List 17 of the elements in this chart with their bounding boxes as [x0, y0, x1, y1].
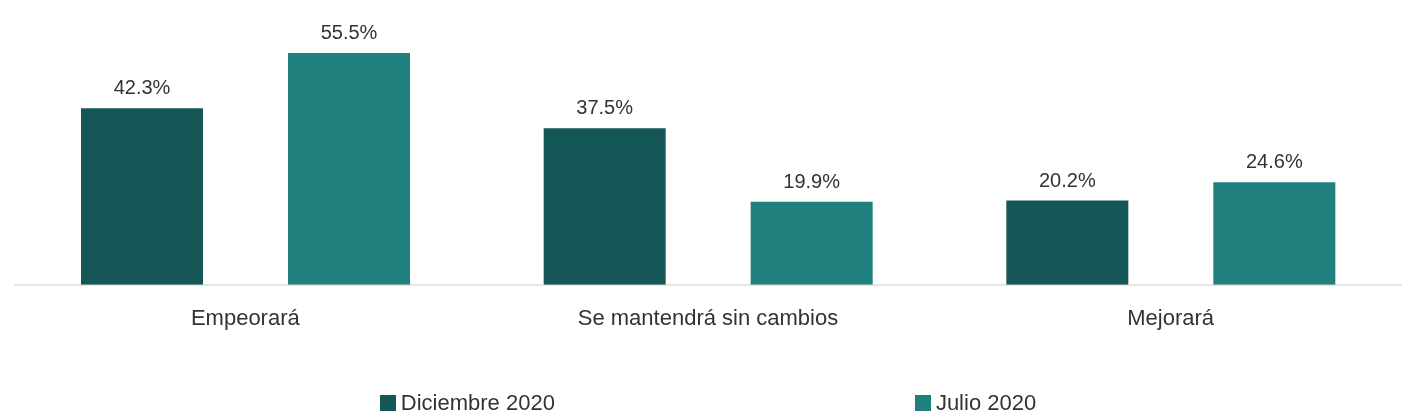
x-tick-label: Se mantendrá sin cambios [577, 304, 839, 330]
data-label: 19.9% [783, 169, 841, 192]
x-tick-label: Mejorará [1127, 304, 1215, 330]
bar [1006, 200, 1129, 285]
legend-label: Julio 2020 [935, 390, 1037, 416]
legend-label: Diciembre 2020 [400, 390, 555, 416]
bar [1213, 182, 1336, 285]
data-label: 42.3% [113, 76, 171, 99]
data-label: 24.6% [1245, 150, 1303, 173]
bar [81, 108, 203, 285]
bar [750, 201, 873, 285]
data-label: 20.2% [1038, 168, 1096, 191]
data-label: 55.5% [320, 21, 378, 43]
x-tick-label: Empeorará [190, 304, 301, 330]
bar [543, 128, 666, 285]
data-label: 37.5% [576, 96, 634, 119]
bar [288, 53, 410, 285]
